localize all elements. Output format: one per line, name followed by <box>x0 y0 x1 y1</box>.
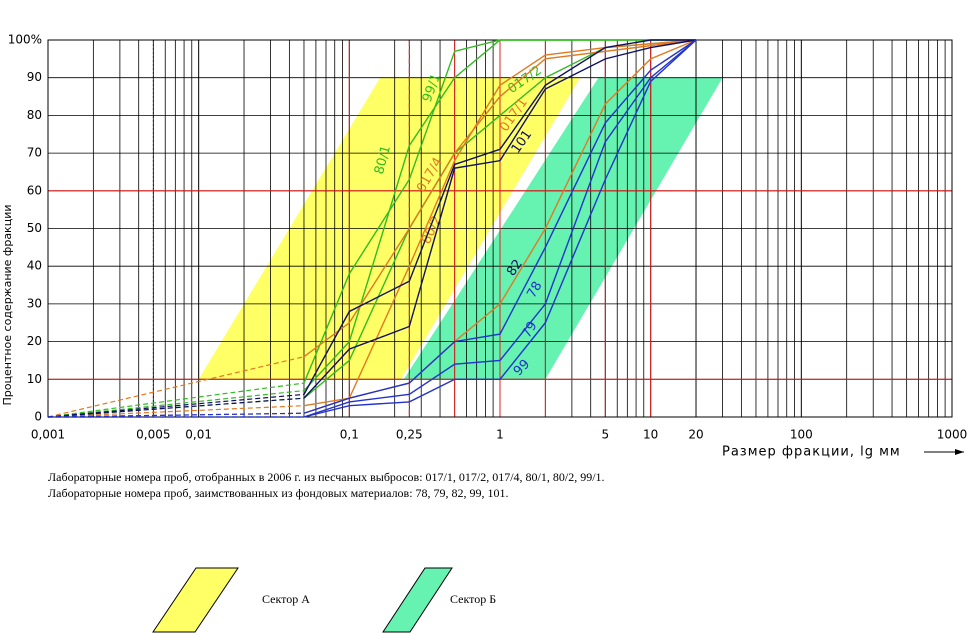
y-tick-label: 30 <box>27 296 42 310</box>
series-line <box>303 39 697 418</box>
series-line <box>303 39 697 414</box>
note: Лабораторные номера проб, заимствованных… <box>48 486 509 500</box>
series-line-dashed <box>47 393 305 418</box>
x-tick-label: 1 <box>496 428 504 442</box>
series-line <box>303 39 697 399</box>
series-label: 78 <box>524 279 545 301</box>
x-tick-label: 0,1 <box>340 428 359 442</box>
series-line <box>303 39 697 418</box>
y-tick-label: 0 <box>34 410 42 424</box>
x-tick-label: 10 <box>643 428 658 442</box>
series-line <box>303 39 697 392</box>
series-line-dashed <box>47 356 305 418</box>
y-tick-label: 60 <box>27 183 42 197</box>
legend-label: Сектор А <box>262 592 310 606</box>
y-axis-label: Процентное содержание фракции <box>1 205 14 406</box>
y-tick-label: 90 <box>27 70 42 84</box>
x-tick-label: 0,01 <box>185 428 212 442</box>
y-tick-label: 10 <box>27 372 42 386</box>
legend-swatch <box>152 567 239 633</box>
y-tick-label: 70 <box>27 146 42 160</box>
x-axis-label: Размер фракции, lg мм <box>722 445 901 460</box>
y-tick-label: 50 <box>27 221 42 235</box>
legend-swatch <box>382 567 453 633</box>
x-tick-label: 5 <box>601 428 609 442</box>
x-tick-label: 0,005 <box>136 428 170 442</box>
series-line-dashed <box>47 382 305 418</box>
series-line-dashed <box>47 412 304 418</box>
series-label: 80/1 <box>372 144 394 176</box>
series-line <box>303 39 697 407</box>
y-tick-label: 20 <box>27 334 42 348</box>
x-tick-label: 100 <box>790 428 813 442</box>
note: Лабораторные номера проб, отобранных в 2… <box>48 470 605 484</box>
series-line-dashed <box>47 405 305 418</box>
y-tick-label: 80 <box>27 108 42 122</box>
series-line <box>303 39 697 395</box>
series-line <box>303 39 697 358</box>
axis-arrow-head <box>955 449 964 455</box>
x-tick-label: 1000 <box>937 428 968 442</box>
x-tick-label: 0,25 <box>396 428 423 442</box>
y-tick-label: 40 <box>27 259 42 273</box>
series-line-dashed <box>47 397 305 418</box>
series-line-dashed <box>47 390 305 418</box>
legend-label: Сектор Б <box>450 592 496 606</box>
x-tick-label: 0,001 <box>31 428 65 442</box>
x-tick-label: 20 <box>688 428 703 442</box>
y-tick-label: 100% <box>8 33 42 47</box>
